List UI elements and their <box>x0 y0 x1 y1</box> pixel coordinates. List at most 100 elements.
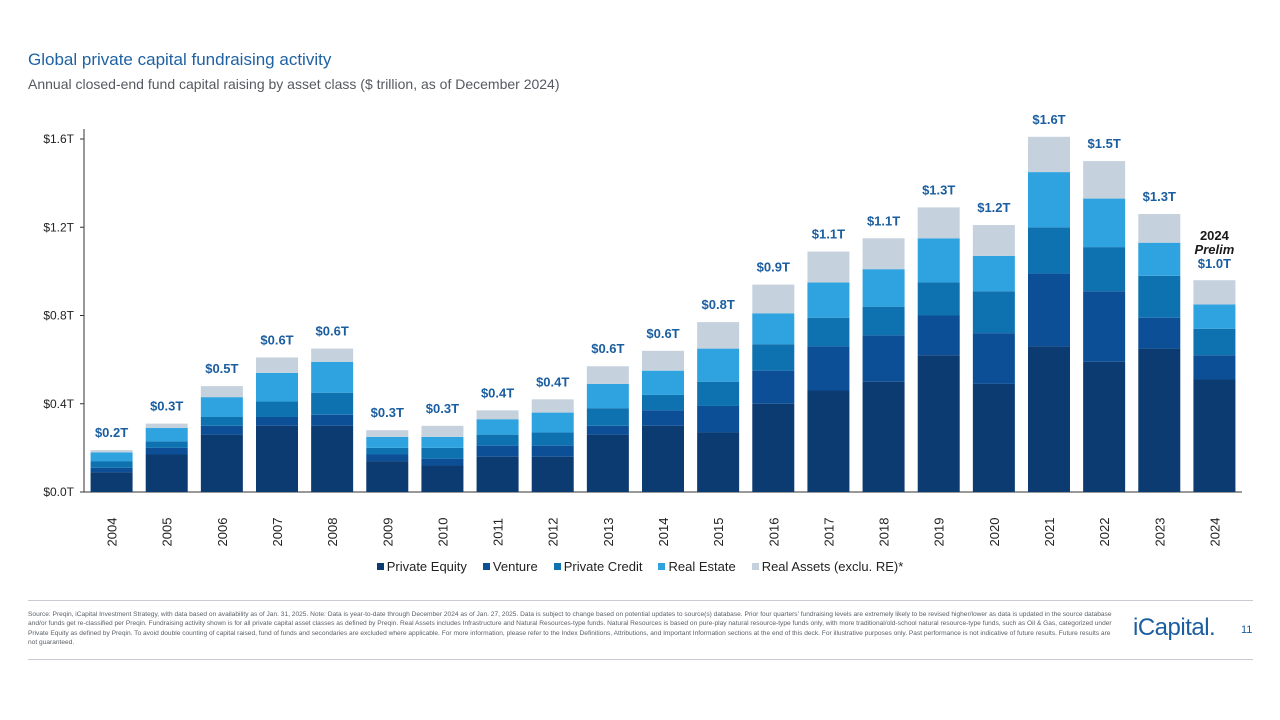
bar-segment-real <box>586 383 629 409</box>
x-tick-label: 2014 <box>656 518 671 547</box>
bar-segment-real <box>807 251 850 283</box>
bar-segment-real <box>311 361 354 393</box>
bar-segment-real <box>1083 198 1126 248</box>
x-tick-label: 2013 <box>601 518 616 547</box>
total-data-label: $1.1T <box>812 227 845 242</box>
y-tick-label: $0.0T <box>43 485 74 499</box>
bar-segment-venture <box>476 445 519 457</box>
x-tick-label: 2006 <box>215 518 230 547</box>
bar-segment-private <box>200 416 243 426</box>
bar-segment-private <box>917 282 960 316</box>
total-data-label: $0.4T <box>481 385 514 400</box>
total-data-label: $1.3T <box>1143 189 1176 204</box>
bar-segment-real <box>200 386 243 398</box>
page-number: 11 <box>1241 624 1253 636</box>
bar-segment-private <box>862 306 905 336</box>
bar-segment-private <box>90 472 133 492</box>
bar-segment-private <box>586 408 629 426</box>
bar-segment-venture <box>862 335 905 382</box>
bar-segment-real <box>697 322 740 349</box>
legend-label: Real Estate <box>668 559 736 574</box>
bar-segment-real <box>476 410 519 420</box>
x-tick-label: 2015 <box>711 518 726 547</box>
x-tick-label: 2023 <box>1152 518 1167 547</box>
total-data-label: $0.3T <box>371 405 404 420</box>
legend-item-real-estate: Real Estate <box>658 559 736 574</box>
legend-item-private-equity: Private Equity <box>376 559 467 574</box>
bar-segment-venture <box>807 346 850 391</box>
y-tick-label: $1.6T <box>43 132 74 146</box>
total-data-label: $0.6T <box>316 324 349 339</box>
legend-swatch <box>553 563 561 570</box>
bar-segment-private <box>972 383 1015 492</box>
bar-segment-venture <box>90 467 133 473</box>
x-tick-label: 2008 <box>325 518 340 547</box>
bar-segment-venture <box>311 414 354 426</box>
legend-swatch <box>376 563 384 570</box>
bar-segment-private <box>200 434 243 492</box>
bar-segment-venture <box>1028 273 1070 347</box>
bar-segment-private <box>145 441 188 448</box>
legend-label: Real Assets (exclu. RE)* <box>761 559 904 574</box>
bar-segment-venture <box>586 425 629 435</box>
bar-segment-private <box>311 425 354 492</box>
total-data-label: $1.6T <box>1032 112 1065 127</box>
legend-item-venture: Venture <box>482 559 538 574</box>
bar-segment-real <box>586 366 629 384</box>
bar-segment-real <box>1138 242 1181 276</box>
total-data-label: $1.0T <box>1198 256 1231 271</box>
legend-item-private-credit: Private Credit <box>553 559 642 574</box>
total-data-label: $0.4T <box>536 374 569 389</box>
bar-segment-venture <box>366 454 409 462</box>
bar-segment-private <box>421 465 464 492</box>
bar-segment-venture <box>421 458 464 466</box>
bar-segment-real <box>917 207 960 239</box>
total-data-label: $0.2T <box>95 425 128 440</box>
bar-segment-private <box>531 456 574 492</box>
bar-segment-private <box>1193 328 1236 356</box>
x-tick-label: 2007 <box>270 518 285 547</box>
bar-segment-private <box>972 291 1015 334</box>
total-data-label: $1.2T <box>977 200 1010 215</box>
bar-segment-real <box>642 370 684 395</box>
bar-segment-private <box>862 381 905 492</box>
bar-segment-private <box>1028 227 1070 274</box>
bar-segment-private <box>642 394 684 411</box>
bar-segment-venture <box>642 410 684 426</box>
legend-item-real-assets: Real Assets (exclu. RE)* <box>751 559 904 574</box>
legend-label: Private Equity <box>386 559 467 574</box>
bar-segment-private <box>311 392 354 415</box>
bar-segment-private <box>752 344 795 371</box>
bar-segment-real <box>1138 214 1181 243</box>
x-tick-label: 2022 <box>1097 518 1112 547</box>
bar-segment-real <box>366 436 409 448</box>
bar-segment-private <box>807 390 850 492</box>
bar-segment-real <box>531 399 574 413</box>
bar-segment-private <box>1193 379 1236 492</box>
footer-divider-bottom <box>28 659 1253 660</box>
bar-segment-private <box>90 461 133 468</box>
y-tick-label: $0.4T <box>43 397 74 411</box>
bar-segment-venture <box>1138 317 1181 349</box>
bar-segment-real <box>642 350 684 371</box>
bar-segment-venture <box>200 425 243 435</box>
total-data-label: $0.6T <box>591 341 624 356</box>
x-tick-label: 2011 <box>491 518 506 546</box>
bar-segment-real <box>697 348 740 382</box>
bar-segment-real <box>421 436 464 448</box>
chart-legend: Private Equity Venture Private Credit Re… <box>0 559 1280 574</box>
x-tick-label: 2004 <box>105 518 120 547</box>
legend-swatch <box>482 563 490 570</box>
bar-segment-private <box>1028 346 1070 492</box>
x-tick-label: 2021 <box>1042 518 1057 547</box>
bar-segment-real <box>1193 304 1236 329</box>
x-tick-label: 2017 <box>821 518 836 547</box>
total-data-label: $0.9T <box>757 260 790 275</box>
bar-segment-private <box>256 401 298 417</box>
source-footnote: Source: Preqin, iCapital Investment Stra… <box>28 611 1112 646</box>
bar-segment-venture <box>917 315 960 356</box>
bar-segment-private <box>366 461 409 492</box>
x-tick-label: 2019 <box>932 518 947 547</box>
total-data-label: $0.8T <box>702 297 735 312</box>
total-data-label: $0.3T <box>426 401 459 416</box>
